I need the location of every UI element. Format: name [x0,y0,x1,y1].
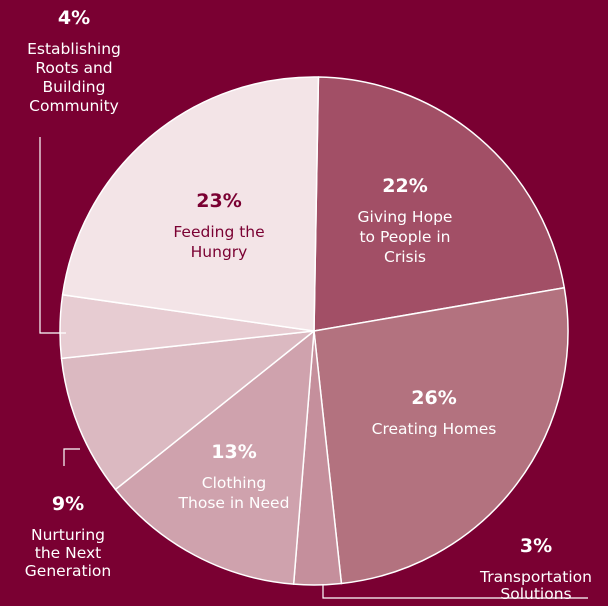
pie-slice-giving-hope-to-people-in-crisis [313,76,566,332]
label-giving-hope-to-people-in-crisis-line-2: to People in [359,228,450,246]
pie-slice-creating-homes [313,287,569,585]
label-transportation-solutions-percent: 3% [520,535,552,557]
label-feeding-the-hungry-line-1: Feeding the [173,223,264,241]
connector-establishing-roots-and-building-community [39,137,66,334]
pie-slice-nurturing-the-next-generation [60,330,315,491]
label-establishing-roots-and-building-community-line-4: Community [29,97,119,115]
label-clothing-those-in-need-percent: 13% [211,441,256,463]
label-giving-hope-to-people-in-crisis-line-3: Crisis [384,248,426,266]
label-nurturing-the-next-generation-line-1: Nurturing [31,526,105,544]
label-establishing-roots-and-building-community-line-1: Establishing [27,40,121,58]
label-feeding-the-hungry-percent: 23% [196,190,241,212]
slice-labels: 22% Giving Hope to People in Crisis 26% Creat… [25,7,592,603]
label-establishing-roots-and-building-community-percent: 4% [58,7,90,29]
label-nurturing-the-next-generation-line-2: the Next [35,544,101,562]
label-giving-hope-to-people-in-crisis-line-1: Giving Hope [358,208,453,226]
label-clothing-those-in-need-line-2: Those in Need [178,494,290,512]
label-establishing-roots-and-building-community-line-3: Building [43,78,106,96]
label-transportation-solutions-line-2: Solutions [500,585,571,603]
connector-nurturing-the-next-generation [63,448,80,466]
label-creating-homes-line-1: Creating Homes [372,420,497,438]
label-giving-hope-to-people-in-crisis-percent: 22% [382,175,427,197]
pie-slices [59,76,569,586]
label-clothing-those-in-need-line-1: Clothing [202,474,266,492]
label-transportation-solutions-line-1: Transportation [479,568,592,586]
pie-slice-clothing-those-in-need [114,330,315,585]
connector-transportation-solutions [322,584,588,599]
label-nurturing-the-next-generation-percent: 9% [52,493,84,515]
label-creating-homes-percent: 26% [411,387,456,409]
label-establishing-roots-and-building-community-line-2: Roots and [35,59,112,77]
label-connectors [39,137,588,599]
pie-slice-feeding-the-hungry [61,76,320,332]
label-feeding-the-hungry-line-2: Hungry [191,243,248,261]
label-nurturing-the-next-generation-line-3: Generation [25,562,111,580]
